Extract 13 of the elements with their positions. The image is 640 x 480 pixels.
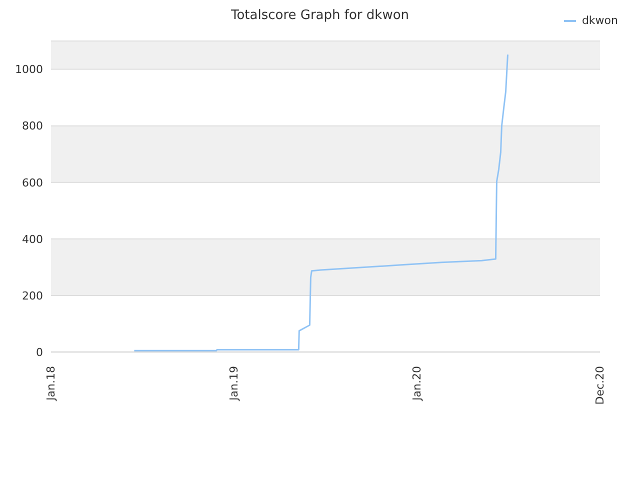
y-tick-label: 1000 [15,63,43,76]
x-tick-label: Jan.19 [228,366,240,402]
legend-label: dkwon [580,14,618,27]
x-tick-label: Dec.20 [594,366,606,405]
y-tick-label: 0 [36,346,43,359]
y-tick-label: 800 [22,120,43,133]
x-tick-label: Jan.20 [410,366,424,402]
y-tick-label: 200 [22,289,43,302]
y-tick-label: 600 [22,176,43,190]
line-series [133,54,508,352]
x-tick-label: Jan.18 [44,366,58,402]
chart-title: Totalscore Graph for dkwon [230,8,410,23]
y-tick-label: 400 [22,232,43,246]
